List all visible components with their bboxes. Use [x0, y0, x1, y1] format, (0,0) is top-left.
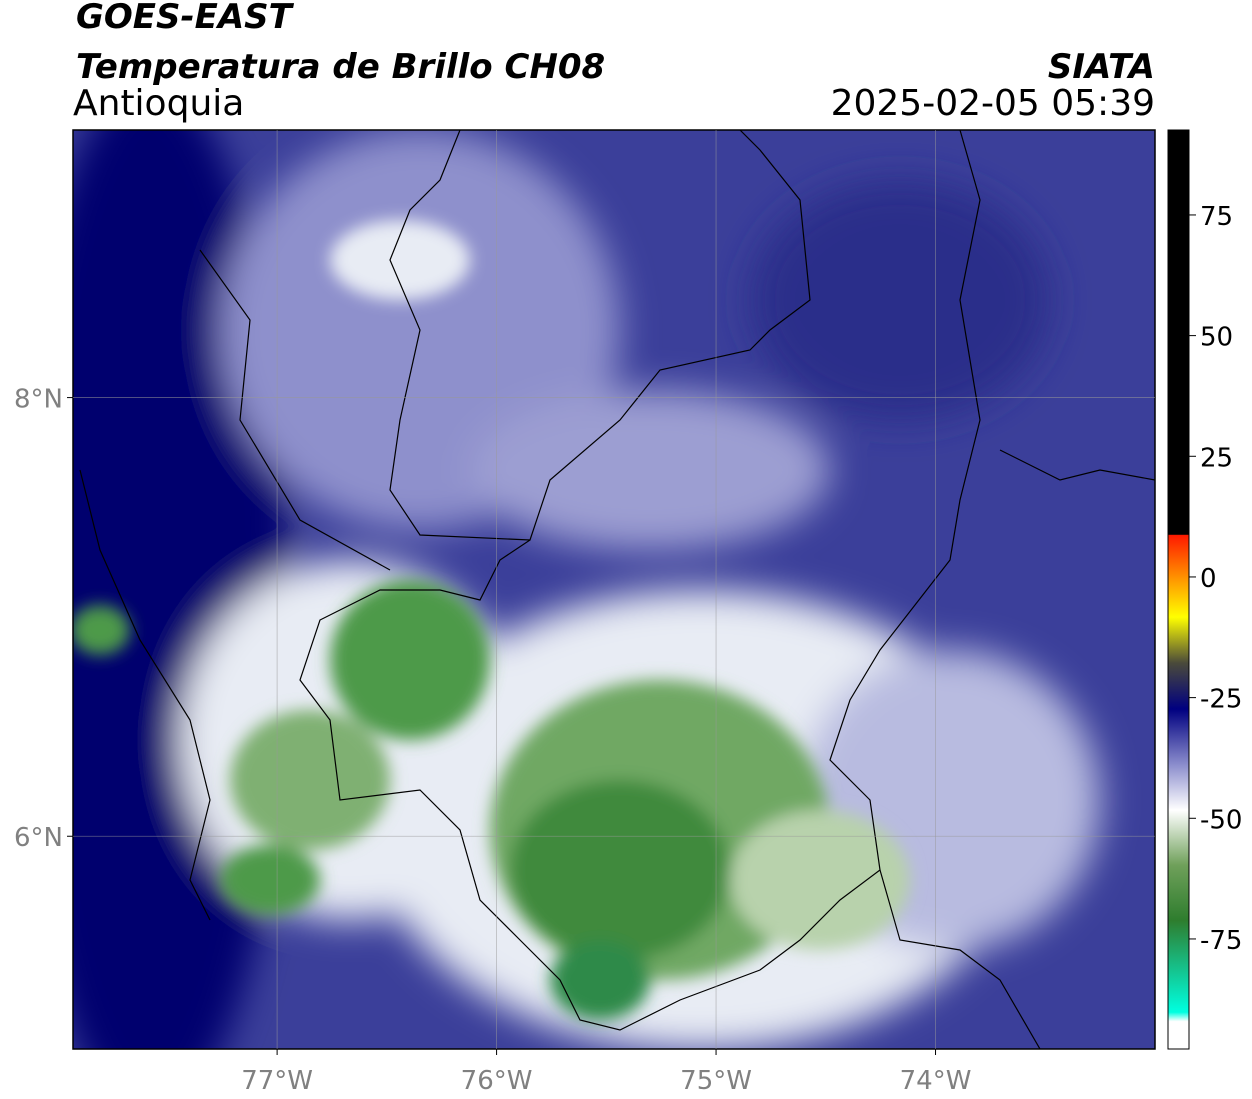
map-frame [72, 129, 1156, 1050]
colorbar-tick-label: -25 [1200, 685, 1242, 715]
x-tick-label: 74°W [900, 1066, 972, 1096]
colorbar-tick-label: -75 [1200, 926, 1242, 956]
x-tick-label: 76°W [461, 1066, 533, 1096]
graticule: 77°W 76°W 75°W 74°W 6°N 8°N [14, 130, 1155, 1096]
colorbar-tick-label: 50 [1200, 323, 1233, 353]
x-tick-label: 77°W [241, 1066, 313, 1096]
satellite-image [73, 130, 1155, 1049]
y-tick-label: 6°N [14, 823, 63, 853]
source: SIATA [1048, 47, 1155, 87]
borders [79, 130, 1155, 1049]
colorbar-tick-label: 75 [1200, 202, 1233, 232]
timestamp: 2025-02-05 05:39 [831, 83, 1155, 124]
title: GOES-EAST [76, 0, 295, 37]
colorbar-tick-label: 25 [1200, 443, 1233, 473]
colorbar [1167, 129, 1190, 1050]
region: Antioquia [73, 83, 244, 124]
y-tick-label: 8°N [14, 385, 63, 415]
x-tick-label: 75°W [680, 1066, 752, 1096]
colorbar-tick-label: -50 [1200, 805, 1242, 835]
colorbar-tick-label: 0 [1200, 564, 1217, 594]
subtitle: Temperatura de Brillo CH08 [76, 47, 605, 87]
colorbar-ticks: 75 50 25 0 -25 -50 -75 [1189, 202, 1242, 956]
